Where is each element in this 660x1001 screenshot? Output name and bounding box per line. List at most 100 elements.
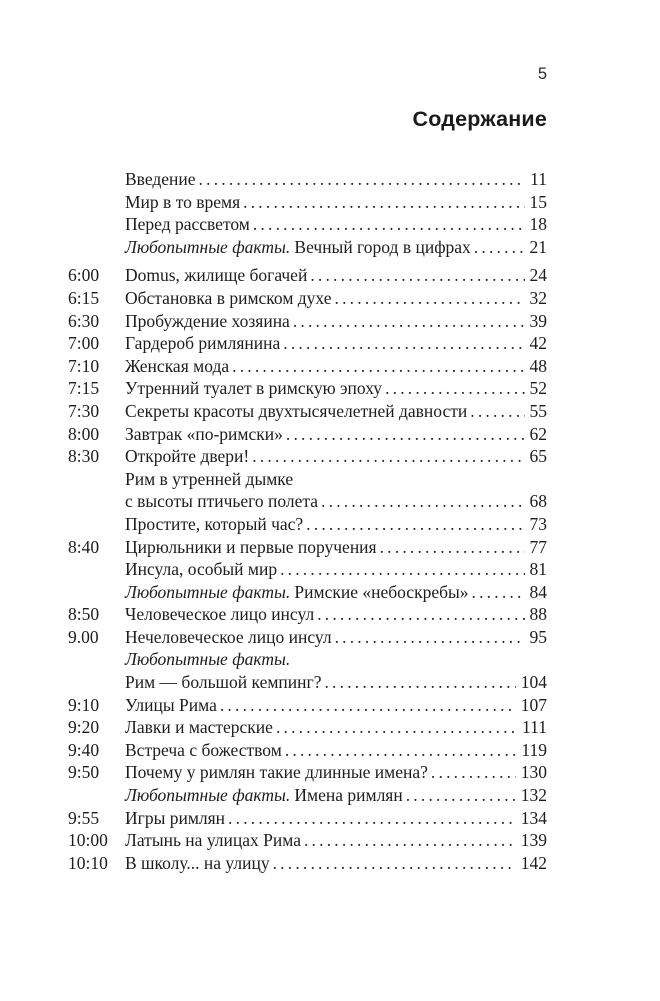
toc-entry-time: 8:00 (68, 423, 100, 444)
toc-entry: Любопытные факты.Римские «небоскребы» 84 (68, 581, 547, 604)
toc-leader-dots (286, 423, 525, 446)
toc-entry: 8:40 Цирюльники и первые поручения 77 (68, 536, 547, 559)
toc-entry-page: 42 (529, 333, 548, 354)
toc-leader-dots (243, 191, 524, 214)
toc-entry-page: 77 (529, 536, 548, 557)
toc-leader-dots (273, 852, 516, 875)
toc-entry-page: 68 (529, 491, 548, 512)
toc-leader-dots (199, 168, 526, 191)
toc-entry-title: Инсула, особый мир (125, 558, 277, 581)
toc-entry-page: 139 (520, 830, 547, 851)
toc-entry: 7:30 Секреты красоты двухтысячелетней да… (68, 400, 547, 423)
toc-entry: 9:20 Лавки и мастерские 111 (68, 716, 547, 739)
toc-entry: Введение 11 (68, 168, 547, 191)
toc-entry-page: 15 (529, 191, 548, 212)
toc-entry-time: 10:00 (68, 830, 108, 851)
toc-entry-page: 81 (529, 559, 548, 580)
toc-entry-time: 8:40 (68, 536, 100, 557)
toc-entry-title: Любопытные факты. Римские «небоскребы» (125, 581, 469, 604)
toc-leader-dots (280, 558, 524, 581)
toc-entry-page: 65 (529, 446, 548, 467)
toc-leader-dots (220, 694, 516, 717)
toc-entry-title: Игры римлян (125, 807, 225, 830)
toc-entry-page: 32 (529, 287, 548, 308)
toc-entry-title: Рим в утренней дымке (125, 468, 293, 491)
toc-page-content: 5 Содержание Введение 11 Мир в то время … (68, 0, 547, 874)
toc-entry-title: Гардероб римлянина (125, 332, 280, 355)
toc-entry-title: Лавки и мастерские (125, 716, 273, 739)
toc-entry-time: 6:30 (68, 310, 100, 331)
toc-entry-title: Секреты красоты двухтысячелетней давност… (125, 400, 467, 423)
toc-leader-dots (304, 829, 516, 852)
toc-entry: Любопытные факты.Вечный город в цифрах 2… (68, 236, 547, 259)
toc-entry: 7:10 Женская мода 48 (68, 355, 547, 378)
toc-entry-page: 55 (529, 400, 548, 421)
toc-entry-title: В школу... на улицу (125, 852, 270, 875)
toc-leader-dots (252, 445, 524, 468)
toc-entry-title-text: Вечный город в цифрах (294, 236, 471, 257)
toc-entry: 9:40 Встреча с божеством 119 (68, 739, 547, 762)
toc-entry-title-text: Секреты красоты двухтысячелетней давност… (125, 400, 468, 421)
toc-entry-title: Простите, который час? (125, 513, 303, 536)
toc-leader-dots (474, 236, 525, 259)
toc-entry-page: 18 (529, 214, 548, 235)
toc-entry-italic-label: Любопытные факты. (125, 581, 291, 602)
toc-entry-title: Любопытные факты. Имена римлян (125, 784, 403, 807)
toc-entry-title-text: Нечеловеческое лицо инсул (125, 626, 332, 647)
toc-entry-page: 107 (520, 694, 547, 715)
page-title: Содержание (412, 107, 547, 131)
toc-entry-title-text: Пробуждение хозяина (125, 310, 290, 331)
toc-entry-title-text: Рим — большой кемпинг? (125, 672, 322, 693)
toc-entry-title-text: Domus, жилище богачей (125, 265, 308, 286)
toc-entry-title: Женская мода (125, 355, 229, 378)
toc-entry: 6:15 Обстановка в римском духе 32 (68, 287, 547, 310)
toc-leader-dots (276, 716, 517, 739)
toc-entry-title: Любопытные факты. Вечный город в цифрах (125, 236, 471, 259)
toc-entry-page: 134 (520, 807, 547, 828)
toc-entry-title-text: Человеческое лицо инсул (125, 604, 315, 625)
toc-entry-time: 9.00 (68, 626, 99, 647)
toc-entry: с высоты птичьего полета 68 (68, 490, 547, 513)
toc-leader-dots (285, 739, 517, 762)
toc-entry-title-text: Римские «небоскребы» (294, 581, 469, 602)
toc-leader-dots (431, 761, 516, 784)
toc-entry: Инсула, особый мир 81 (68, 558, 547, 581)
toc-leader-dots (321, 490, 524, 513)
toc-entry-title-text: Инсула, особый мир (125, 559, 278, 580)
toc-leader-dots (335, 287, 525, 310)
toc-entry-page: 62 (529, 423, 548, 444)
toc-leader-dots (470, 400, 524, 423)
toc-entry-title-text: с высоты птичьего полета (125, 491, 319, 512)
toc-entry-title: Откройте двери! (125, 445, 249, 468)
toc-entry-title-text: Введение (125, 169, 196, 189)
toc-entry-title: Перед рассветом (125, 213, 250, 236)
toc-entry-title: Встреча с божеством (125, 739, 282, 762)
toc-entry-title-text: Встреча с божеством (125, 739, 282, 760)
toc-entry: Рим в утренней дымке (68, 468, 547, 491)
toc-entry-title-text: Имена римлян (294, 785, 403, 806)
toc-entry-time: 6:15 (68, 287, 100, 308)
toc-entry-time: 9:55 (68, 807, 100, 828)
toc-entry-title-text: Мир в то время (125, 191, 241, 212)
toc-entry-time: 8:50 (68, 604, 100, 625)
toc-entry-title: Улицы Рима (125, 694, 217, 717)
toc-entry: 9:50 Почему у римлян такие длинные имена… (68, 761, 547, 784)
toc-leader-dots (317, 603, 524, 626)
toc-entry-title: Почему у римлян такие длинные имена? (125, 761, 428, 784)
toc-entry-title: Любопытные факты. (125, 648, 294, 671)
toc-entry-page: 11 (530, 169, 547, 189)
toc-entry-page: 111 (522, 717, 547, 738)
toc-leader-dots (232, 355, 524, 378)
toc-entry: Мир в то время 15 (68, 191, 547, 214)
toc-entry-title-text: Женская мода (125, 355, 230, 376)
toc-entry-title: Цирюльники и первые поручения (125, 536, 377, 559)
page-number: 5 (537, 65, 547, 83)
toc-entry-page: 39 (529, 310, 548, 331)
toc-entry-page: 130 (520, 762, 547, 783)
toc-entry: 7:00 Гардероб римлянина 42 (68, 332, 547, 355)
toc-entry-page: 88 (529, 604, 548, 625)
toc-entry-italic-label: Любопытные факты. (125, 785, 291, 806)
toc-entry-page: 73 (529, 513, 548, 534)
toc-entry-italic-label: Любопытные факты. (125, 236, 291, 257)
